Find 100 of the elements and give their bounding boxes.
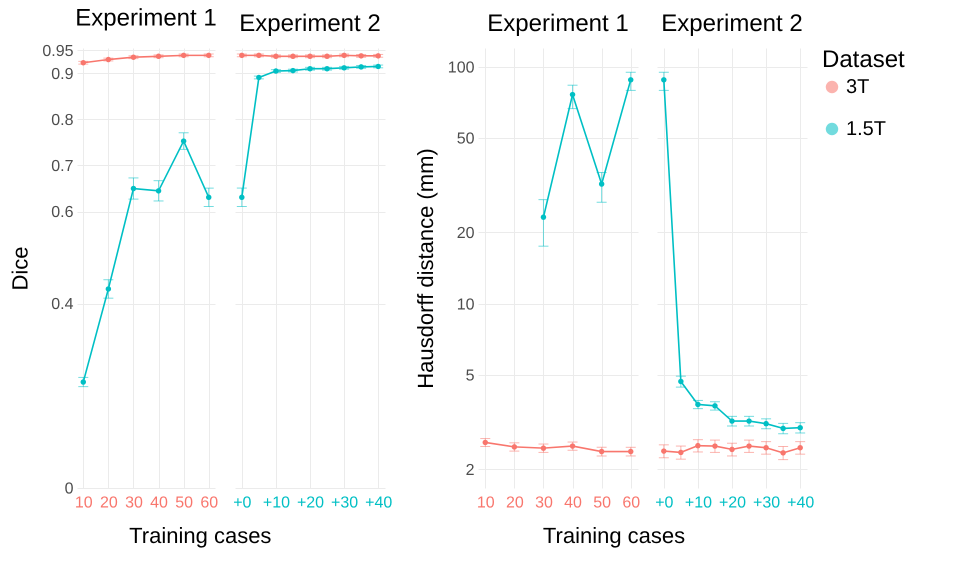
x-tick-label: +20	[718, 494, 746, 512]
y-tick-label: 2	[466, 462, 475, 479]
point	[130, 54, 136, 60]
y-tick-label: 20	[456, 224, 475, 242]
point	[678, 378, 684, 384]
point	[206, 194, 212, 200]
point	[239, 194, 245, 200]
point	[678, 450, 684, 456]
point	[797, 424, 803, 430]
x-tick-label: +40	[787, 494, 814, 512]
x-tick-label: +10	[684, 494, 712, 512]
point	[695, 402, 701, 408]
x-tick-label: 30	[125, 494, 143, 512]
point	[273, 68, 279, 74]
point	[341, 52, 347, 58]
x-tick-label: 20	[100, 494, 118, 512]
x-tick-label: +30	[331, 494, 358, 512]
point	[375, 53, 381, 59]
chart-title: Experiment 1	[75, 4, 217, 32]
point	[206, 52, 212, 58]
point	[661, 77, 667, 83]
point	[324, 54, 330, 60]
point	[307, 66, 313, 72]
point	[106, 286, 112, 292]
y-axis-title: Dice	[7, 246, 32, 291]
point	[358, 64, 364, 70]
point	[180, 52, 186, 58]
point	[780, 450, 786, 456]
y-tick-label: 0.9	[51, 66, 74, 83]
point	[482, 440, 488, 446]
point	[358, 53, 364, 59]
legend-label: 3T	[846, 76, 870, 98]
y-tick-label: 0	[64, 480, 74, 498]
point	[598, 448, 604, 454]
point	[763, 420, 769, 426]
point	[256, 52, 262, 58]
chart-title: Experiment 2	[661, 10, 803, 37]
point	[156, 188, 162, 194]
point	[570, 443, 576, 449]
point	[341, 65, 347, 71]
x-tick-label: 60	[200, 494, 218, 512]
point	[106, 56, 112, 62]
point	[80, 60, 86, 66]
x-tick-label: 40	[150, 494, 168, 512]
point	[729, 418, 735, 424]
point	[273, 54, 279, 60]
x-tick-label: +0	[233, 494, 252, 512]
y-tick-label: 100	[448, 59, 475, 76]
point	[729, 446, 735, 452]
point	[239, 52, 245, 58]
point	[628, 448, 634, 454]
point	[695, 442, 701, 448]
point	[780, 426, 786, 432]
x-tick-label: 30	[535, 494, 553, 512]
point	[307, 54, 313, 60]
y-tick-label: 50	[456, 130, 475, 148]
legend-label: 1.5T	[846, 118, 886, 140]
x-tick-label: 50	[593, 494, 612, 512]
x-tick-label: 60	[622, 494, 640, 512]
point	[797, 444, 803, 450]
y-tick-label: 5	[466, 368, 475, 385]
chart-title: Experiment 2	[239, 10, 381, 37]
x-tick-label: 40	[564, 494, 582, 512]
point	[130, 186, 136, 192]
x-tick-label: 10	[476, 494, 495, 512]
point	[628, 77, 634, 83]
point	[763, 444, 769, 450]
point	[746, 418, 752, 424]
point	[180, 138, 186, 144]
point	[156, 54, 162, 60]
point	[290, 68, 296, 74]
legend-title: Dataset	[822, 46, 906, 73]
point	[540, 445, 546, 451]
x-axis-title: Training cases	[542, 523, 686, 548]
x-tick-label: 50	[175, 494, 194, 512]
y-tick-label: 0.7	[51, 158, 74, 175]
point	[512, 444, 518, 450]
y-axis-title: Hausdorff distance (mm)	[412, 148, 438, 389]
point	[712, 403, 718, 409]
y-tick-label: 0.6	[51, 204, 74, 222]
y-tick-label: 0.95	[42, 42, 74, 60]
point	[256, 74, 262, 80]
y-tick-label: 0.8	[51, 112, 74, 129]
y-tick-label: 0.4	[51, 296, 74, 314]
point	[712, 443, 718, 449]
point	[570, 92, 576, 98]
chart-title: Experiment 1	[487, 10, 629, 37]
x-tick-label: +30	[753, 494, 780, 512]
x-tick-label: 10	[74, 494, 93, 512]
point	[375, 64, 381, 70]
point	[80, 379, 86, 385]
x-tick-label: 20	[506, 494, 524, 512]
x-axis-title: Training cases	[129, 523, 272, 548]
x-tick-label: +20	[296, 494, 324, 512]
point	[324, 66, 330, 72]
x-tick-label: +10	[262, 494, 290, 512]
point	[661, 448, 667, 454]
point	[746, 443, 752, 449]
point	[540, 214, 546, 220]
point	[290, 54, 296, 60]
